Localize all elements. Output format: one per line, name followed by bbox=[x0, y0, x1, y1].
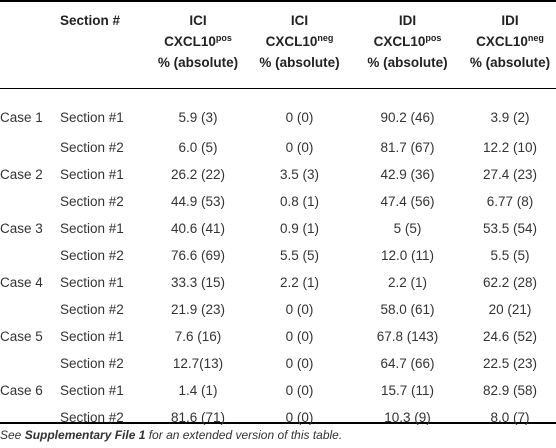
value-cell: 22.5 (23) bbox=[482, 356, 538, 371]
value-cell: 0 (0) bbox=[285, 109, 314, 125]
table-row: Case 6 Section #1 1.4 (1) 0 (0) 15.7 (11… bbox=[0, 377, 556, 404]
table-row: Case 1 Section #1 5.9 (3) 0 (0) 90.2 (46… bbox=[0, 96, 556, 134]
value-cell: 62.2 (28) bbox=[482, 275, 538, 290]
value-cell: 8.0 (7) bbox=[490, 410, 530, 425]
section-cell: Section #2 bbox=[60, 248, 124, 263]
value-cell: 27.4 (23) bbox=[482, 167, 538, 182]
value-cell: 81.6 (71) bbox=[170, 410, 226, 425]
value-cell: 10.3 (9) bbox=[384, 410, 431, 425]
case-cell: Case 5 bbox=[0, 329, 43, 344]
case-cell: Case 1 bbox=[0, 109, 43, 125]
value-cell: 0 (0) bbox=[285, 140, 314, 155]
header-idi-neg: IDI CXCL10neg % (absolute) bbox=[469, 13, 551, 70]
case-cell: Case 4 bbox=[0, 275, 43, 290]
section-cell: Section #1 bbox=[60, 221, 124, 236]
value-cell: 76.6 (69) bbox=[170, 248, 226, 263]
table-row: Section #2 6.0 (5) 0 (0) 81.7 (67) 12.2 … bbox=[0, 134, 556, 161]
header-idi-pos: IDI CXCL10pos % (absolute) bbox=[367, 13, 448, 70]
section-cell: Section #1 bbox=[60, 383, 124, 398]
case-cell bbox=[0, 350, 58, 377]
value-cell: 0 (0) bbox=[285, 410, 314, 425]
value-cell: 90.2 (46) bbox=[380, 109, 435, 125]
value-cell: 5 (5) bbox=[393, 221, 422, 236]
value-cell: 12.2 (10) bbox=[482, 140, 538, 155]
bottom-rule bbox=[0, 422, 556, 424]
header-row: Section # ICI CXCL10pos % (absolute) ICI… bbox=[0, 2, 556, 96]
top-rule bbox=[0, 0, 556, 2]
value-cell: 3.5 (3) bbox=[279, 167, 320, 182]
table-row: Section #2 21.9 (23) 0 (0) 58.0 (61) 20 … bbox=[0, 296, 556, 323]
data-table: Section # ICI CXCL10pos % (absolute) ICI… bbox=[0, 2, 556, 431]
value-cell: 40.6 (41) bbox=[170, 221, 226, 236]
value-cell: 26.2 (22) bbox=[170, 167, 226, 182]
header-ici-pos: ICI CXCL10pos % (absolute) bbox=[157, 13, 239, 70]
value-cell: 0 (0) bbox=[285, 329, 314, 344]
value-cell: 5.5 (5) bbox=[279, 248, 320, 263]
value-cell: 0.8 (1) bbox=[279, 194, 320, 209]
value-cell: 6.77 (8) bbox=[486, 194, 534, 209]
table-row: Section #2 12.7(13) 0 (0) 64.7 (66) 22.5… bbox=[0, 350, 556, 377]
case-cell: Case 3 bbox=[0, 221, 43, 236]
value-cell: 15.7 (11) bbox=[380, 383, 435, 398]
table-row: Case 2 Section #1 26.2 (22) 3.5 (3) 42.9… bbox=[0, 161, 556, 188]
table-footnote: See Supplementary File 1 for an extended… bbox=[0, 428, 343, 442]
value-cell: 44.9 (53) bbox=[170, 194, 226, 209]
table-row: Section #2 76.6 (69) 5.5 (5) 12.0 (11) 5… bbox=[0, 242, 556, 269]
case-cell bbox=[0, 188, 58, 215]
value-cell: 3.9 (2) bbox=[490, 109, 530, 125]
value-cell: 42.9 (36) bbox=[380, 167, 435, 182]
value-cell: 12.7(13) bbox=[172, 356, 224, 371]
table-row: Case 4 Section #1 33.3 (15) 2.2 (1) 2.2 … bbox=[0, 269, 556, 296]
case-cell bbox=[0, 404, 58, 431]
value-cell: 0.9 (1) bbox=[279, 221, 320, 236]
value-cell: 12.0 (11) bbox=[380, 248, 435, 263]
value-cell: 24.6 (52) bbox=[482, 329, 538, 344]
case-cell: Case 2 bbox=[0, 167, 43, 182]
table-row: Case 5 Section #1 7.6 (16) 0 (0) 67.8 (1… bbox=[0, 323, 556, 350]
value-cell: 1.4 (1) bbox=[178, 383, 218, 398]
value-cell: 81.7 (67) bbox=[380, 140, 435, 155]
value-cell: 58.0 (61) bbox=[380, 302, 435, 317]
table-row: Section #2 81.6 (71) 0 (0) 10.3 (9) 8.0 … bbox=[0, 404, 556, 431]
value-cell: 67.8 (143) bbox=[376, 329, 439, 344]
supplementary-file-link[interactable]: Supplementary File 1 bbox=[24, 428, 146, 442]
value-cell: 21.9 (23) bbox=[170, 302, 226, 317]
value-cell: 0 (0) bbox=[285, 302, 314, 317]
section-cell: Section #1 bbox=[60, 275, 124, 290]
header-ici-neg: ICI CXCL10neg % (absolute) bbox=[259, 13, 340, 70]
table-row: Section #2 44.9 (53) 0.8 (1) 47.4 (56) 6… bbox=[0, 188, 556, 215]
case-cell bbox=[0, 134, 58, 161]
header-rule bbox=[0, 88, 556, 89]
section-cell: Section #2 bbox=[60, 410, 124, 425]
section-cell: Section #1 bbox=[60, 167, 124, 182]
case-cell: Case 6 bbox=[0, 383, 43, 398]
value-cell: 2.2 (1) bbox=[387, 275, 428, 290]
value-cell: 5.9 (3) bbox=[178, 109, 218, 125]
value-cell: 53.5 (54) bbox=[482, 221, 538, 236]
header-case bbox=[0, 2, 58, 96]
case-cell bbox=[0, 242, 58, 269]
section-cell: Section #2 bbox=[60, 356, 124, 371]
value-cell: 33.3 (15) bbox=[170, 275, 226, 290]
value-cell: 2.2 (1) bbox=[279, 275, 320, 290]
section-cell: Section #2 bbox=[60, 302, 124, 317]
case-cell bbox=[0, 296, 58, 323]
value-cell: 82.9 (58) bbox=[482, 383, 538, 398]
header-section: Section # bbox=[60, 13, 121, 28]
value-cell: 6.0 (5) bbox=[178, 140, 218, 155]
value-cell: 20 (21) bbox=[488, 302, 532, 317]
value-cell: 64.7 (66) bbox=[380, 356, 435, 371]
value-cell: 7.6 (16) bbox=[174, 329, 222, 344]
section-cell: Section #2 bbox=[60, 194, 124, 209]
value-cell: 47.4 (56) bbox=[380, 194, 435, 209]
table-row: Case 3 Section #1 40.6 (41) 0.9 (1) 5 (5… bbox=[0, 215, 556, 242]
value-cell: 0 (0) bbox=[285, 356, 314, 371]
value-cell: 0 (0) bbox=[285, 383, 314, 398]
value-cell: 5.5 (5) bbox=[490, 248, 530, 263]
section-cell: Section #2 bbox=[60, 140, 124, 155]
section-cell: Section #1 bbox=[60, 109, 124, 125]
section-cell: Section #1 bbox=[60, 329, 124, 344]
